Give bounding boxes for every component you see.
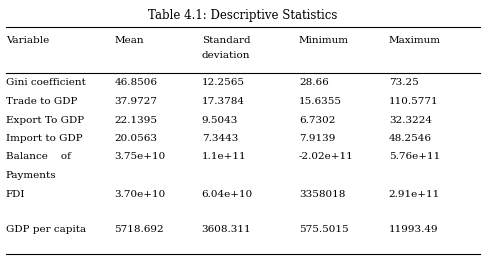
Text: 48.2546: 48.2546 (389, 134, 432, 143)
Text: Trade to GDP: Trade to GDP (6, 97, 77, 106)
Text: 7.3443: 7.3443 (202, 134, 238, 143)
Text: 5718.692: 5718.692 (114, 225, 164, 234)
Text: 110.5771: 110.5771 (389, 97, 438, 106)
Text: 2.91e+11: 2.91e+11 (389, 190, 440, 199)
Text: Variable: Variable (6, 36, 49, 45)
Text: 3.75e+10: 3.75e+10 (114, 152, 165, 161)
Text: 3.70e+10: 3.70e+10 (114, 190, 165, 199)
Text: 32.3224: 32.3224 (389, 116, 432, 125)
Text: Table 4.1: Descriptive Statistics: Table 4.1: Descriptive Statistics (148, 9, 338, 22)
Text: 6.7302: 6.7302 (299, 116, 335, 125)
Text: 15.6355: 15.6355 (299, 97, 342, 106)
Text: 575.5015: 575.5015 (299, 225, 348, 234)
Text: deviation: deviation (202, 51, 250, 60)
Text: 5.76e+11: 5.76e+11 (389, 152, 440, 161)
Text: 28.66: 28.66 (299, 78, 329, 87)
Text: 3358018: 3358018 (299, 190, 345, 199)
Text: 37.9727: 37.9727 (114, 97, 157, 106)
Text: FDI: FDI (6, 190, 25, 199)
Text: Import to GDP: Import to GDP (6, 134, 83, 143)
Text: 17.3784: 17.3784 (202, 97, 244, 106)
Text: 9.5043: 9.5043 (202, 116, 238, 125)
Text: Minimum: Minimum (299, 36, 349, 45)
Text: 7.9139: 7.9139 (299, 134, 335, 143)
Text: 22.1395: 22.1395 (114, 116, 157, 125)
Text: 46.8506: 46.8506 (114, 78, 157, 87)
Text: 11993.49: 11993.49 (389, 225, 438, 234)
Text: 73.25: 73.25 (389, 78, 418, 87)
Text: 3608.311: 3608.311 (202, 225, 251, 234)
Text: -2.02e+11: -2.02e+11 (299, 152, 354, 161)
Text: Gini coefficient: Gini coefficient (6, 78, 86, 87)
Text: Balance    of: Balance of (6, 152, 70, 161)
Text: 12.2565: 12.2565 (202, 78, 244, 87)
Text: Payments: Payments (6, 171, 56, 180)
Text: GDP per capita: GDP per capita (6, 225, 86, 234)
Text: 1.1e+11: 1.1e+11 (202, 152, 246, 161)
Text: Export To GDP: Export To GDP (6, 116, 84, 125)
Text: Maximum: Maximum (389, 36, 441, 45)
Text: Standard: Standard (202, 36, 250, 45)
Text: 20.0563: 20.0563 (114, 134, 157, 143)
Text: Mean: Mean (114, 36, 144, 45)
Text: 6.04e+10: 6.04e+10 (202, 190, 253, 199)
